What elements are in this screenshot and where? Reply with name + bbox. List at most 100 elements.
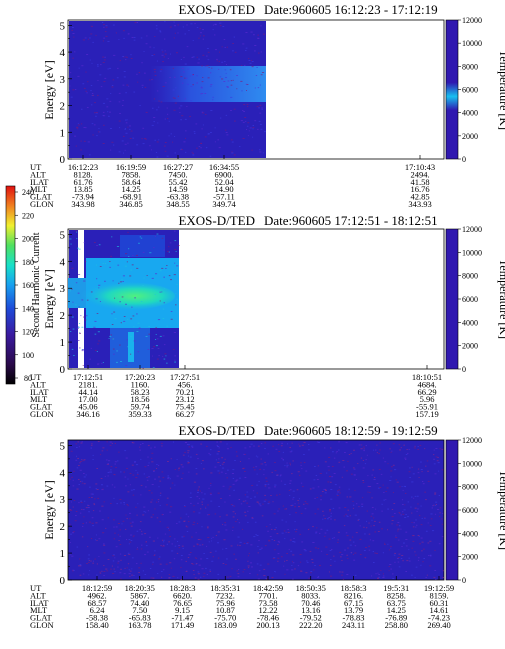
noise-speck bbox=[392, 443, 395, 445]
noise-speck bbox=[212, 99, 214, 101]
noise-speck bbox=[284, 465, 286, 467]
ephemeris-value: 343.93 bbox=[408, 199, 431, 209]
noise-speck bbox=[112, 338, 115, 340]
noise-speck bbox=[433, 504, 435, 506]
noise-speck bbox=[211, 537, 213, 539]
noise-speck bbox=[263, 500, 266, 502]
noise-speck bbox=[382, 576, 385, 578]
noise-speck bbox=[284, 538, 286, 540]
noise-speck bbox=[298, 443, 300, 445]
noise-speck bbox=[155, 25, 158, 27]
noise-speck bbox=[150, 516, 153, 518]
ephemeris-row-label: ALT bbox=[30, 169, 47, 179]
noise-speck bbox=[289, 489, 292, 491]
noise-speck bbox=[156, 501, 158, 503]
noise-speck bbox=[123, 56, 125, 58]
noise-speck bbox=[83, 483, 86, 485]
noise-speck bbox=[346, 535, 349, 537]
noise-speck bbox=[408, 560, 411, 562]
noise-speck bbox=[286, 466, 288, 468]
noise-speck bbox=[273, 540, 276, 541]
ephemeris-value: 17:10:43 bbox=[405, 162, 435, 172]
noise-speck bbox=[207, 537, 210, 538]
noise-speck bbox=[238, 522, 241, 524]
ephemeris-value: -74.23 bbox=[428, 613, 450, 623]
noise-speck bbox=[104, 56, 106, 58]
noise-speck bbox=[220, 498, 222, 499]
noise-speck bbox=[248, 552, 250, 554]
noise-speck bbox=[110, 334, 113, 336]
noise-speck bbox=[372, 449, 375, 451]
noise-speck bbox=[234, 460, 236, 461]
noise-speck bbox=[212, 24, 214, 26]
ephemeris-row-label: ILAT bbox=[30, 387, 49, 397]
noise-speck bbox=[139, 446, 141, 448]
noise-speck bbox=[414, 495, 417, 497]
noise-speck bbox=[222, 485, 225, 487]
noise-speck bbox=[330, 489, 333, 490]
noise-speck bbox=[373, 517, 375, 519]
noise-speck bbox=[184, 33, 186, 35]
noise-speck bbox=[382, 457, 384, 459]
temperature-tick-label: 6000 bbox=[462, 506, 478, 515]
noise-speck bbox=[93, 124, 96, 126]
noise-speck bbox=[128, 248, 130, 250]
noise-speck bbox=[370, 515, 373, 517]
noise-speck bbox=[398, 566, 401, 568]
noise-speck bbox=[186, 444, 188, 445]
noise-speck bbox=[210, 472, 213, 474]
noise-speck bbox=[369, 486, 372, 487]
noise-speck bbox=[263, 469, 265, 471]
noise-speck bbox=[371, 513, 374, 515]
noise-speck bbox=[401, 499, 404, 501]
noise-speck bbox=[338, 461, 341, 463]
noise-speck bbox=[364, 463, 367, 465]
noise-speck bbox=[150, 501, 153, 503]
noise-speck bbox=[222, 524, 224, 525]
noise-speck bbox=[263, 575, 266, 577]
noise-speck bbox=[330, 518, 332, 520]
noise-speck bbox=[235, 451, 238, 453]
noise-speck bbox=[115, 467, 117, 468]
noise-speck bbox=[98, 244, 101, 246]
noise-speck bbox=[290, 450, 293, 452]
colorbar-tick-label: 220 bbox=[22, 211, 34, 220]
noise-speck bbox=[405, 539, 408, 540]
noise-speck bbox=[141, 530, 143, 532]
temperature-tick-label: 10000 bbox=[462, 248, 482, 257]
noise-speck bbox=[242, 43, 245, 45]
noise-speck bbox=[134, 297, 136, 299]
noise-speck bbox=[71, 476, 73, 478]
noise-speck bbox=[162, 335, 165, 337]
ephemeris-value: 14.90 bbox=[214, 184, 233, 194]
noise-speck bbox=[174, 102, 177, 104]
noise-speck bbox=[108, 471, 110, 473]
noise-speck bbox=[242, 110, 244, 111]
noise-speck bbox=[286, 553, 288, 554]
noise-speck bbox=[153, 247, 155, 249]
noise-speck bbox=[144, 574, 147, 575]
noise-speck bbox=[168, 529, 171, 531]
noise-speck bbox=[157, 464, 160, 466]
noise-speck bbox=[411, 466, 413, 468]
noise-speck bbox=[107, 111, 109, 113]
noise-speck bbox=[380, 528, 383, 530]
noise-speck bbox=[292, 554, 295, 556]
noise-speck bbox=[212, 96, 214, 98]
noise-speck bbox=[365, 445, 367, 447]
noise-speck bbox=[257, 34, 259, 36]
noise-speck bbox=[403, 444, 405, 446]
noise-speck bbox=[92, 454, 94, 456]
noise-speck bbox=[106, 441, 108, 443]
noise-speck bbox=[140, 562, 142, 564]
noise-speck bbox=[77, 340, 80, 341]
noise-speck bbox=[232, 505, 234, 507]
noise-speck bbox=[226, 576, 229, 578]
noise-speck bbox=[96, 351, 98, 352]
noise-speck bbox=[97, 343, 99, 345]
noise-speck bbox=[257, 501, 260, 503]
noise-speck bbox=[419, 445, 422, 446]
noise-speck bbox=[166, 250, 169, 252]
noise-speck bbox=[343, 525, 346, 527]
